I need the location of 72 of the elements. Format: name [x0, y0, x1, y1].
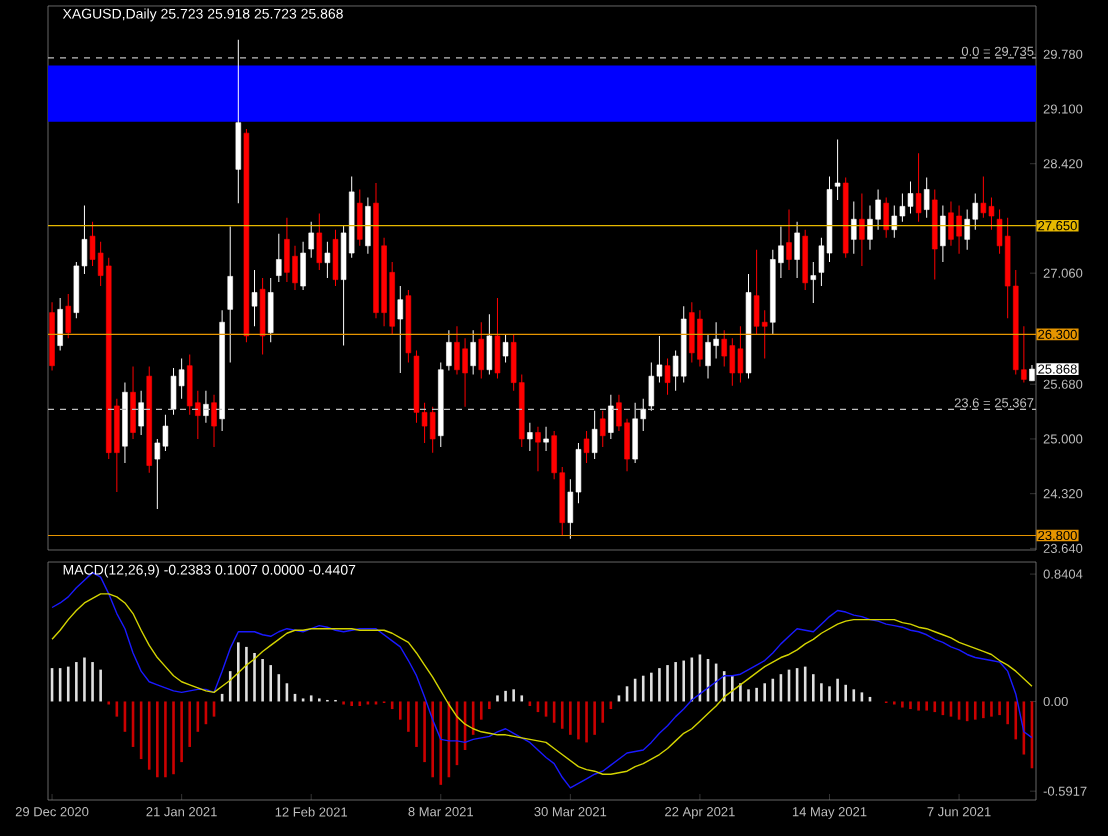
candlestick [429, 406, 436, 454]
candlestick [988, 197, 995, 231]
candlestick [583, 430, 590, 464]
candlestick [689, 301, 695, 363]
candlestick [737, 325, 744, 384]
candlestick [251, 269, 258, 327]
candlestick [138, 390, 144, 436]
candlestick [948, 201, 954, 247]
candlestick [502, 333, 509, 363]
candlestick [980, 176, 987, 219]
candlestick [786, 209, 792, 271]
candlestick [956, 205, 962, 255]
candlestick [470, 329, 476, 376]
candlestick [899, 193, 906, 223]
candlestick [535, 426, 541, 472]
candlestick [867, 205, 873, 251]
candlestick [203, 390, 209, 424]
candlestick [632, 402, 638, 464]
candlestick [324, 241, 331, 279]
candlestick [462, 337, 468, 408]
candlestick [57, 297, 63, 351]
candlestick [648, 361, 655, 412]
candlestick [891, 205, 898, 239]
candlestick [543, 426, 549, 452]
candlestick [397, 285, 404, 374]
candlestick [851, 201, 857, 255]
candlestick [308, 221, 314, 259]
candlestick [907, 180, 914, 215]
candlestick [300, 241, 306, 291]
candlestick [753, 249, 760, 335]
candlestick [802, 229, 808, 291]
candlestick [357, 188, 363, 247]
candlestick [478, 321, 484, 380]
candlestick [494, 297, 501, 380]
candlestick [316, 213, 323, 271]
candlestick [267, 277, 274, 343]
candlestick [608, 394, 614, 440]
candlestick [794, 221, 800, 279]
candlestick [259, 277, 266, 355]
candlestick [810, 261, 817, 304]
candlestick [859, 193, 865, 267]
candlestick [697, 309, 703, 368]
candlestick [883, 197, 889, 239]
candlestick [527, 422, 533, 452]
candlestick [705, 333, 711, 380]
candlestick [940, 205, 946, 263]
candlestick [486, 313, 493, 376]
candlestick [227, 225, 233, 363]
candlestick [276, 233, 282, 283]
candlestick [65, 293, 71, 339]
candlestick [284, 217, 290, 283]
candlestick [365, 197, 371, 255]
candlestick [454, 325, 460, 376]
candlestick [915, 152, 922, 223]
candlestick [332, 229, 339, 287]
candlestick [600, 410, 606, 448]
candlestick [292, 245, 298, 291]
candlestick [130, 366, 136, 440]
candlestick [170, 367, 177, 416]
candlestick [834, 139, 841, 201]
candlestick [211, 394, 217, 448]
candlestick [664, 357, 671, 396]
candlestick [713, 321, 719, 359]
candlestick [729, 337, 736, 387]
candlestick [162, 414, 169, 452]
candlestick [187, 353, 193, 416]
candlestick [446, 329, 452, 372]
candlestick [923, 176, 930, 219]
candlestick [235, 39, 242, 204]
candlestick [721, 329, 727, 368]
candlestick [591, 410, 598, 460]
candlestick [964, 209, 970, 251]
